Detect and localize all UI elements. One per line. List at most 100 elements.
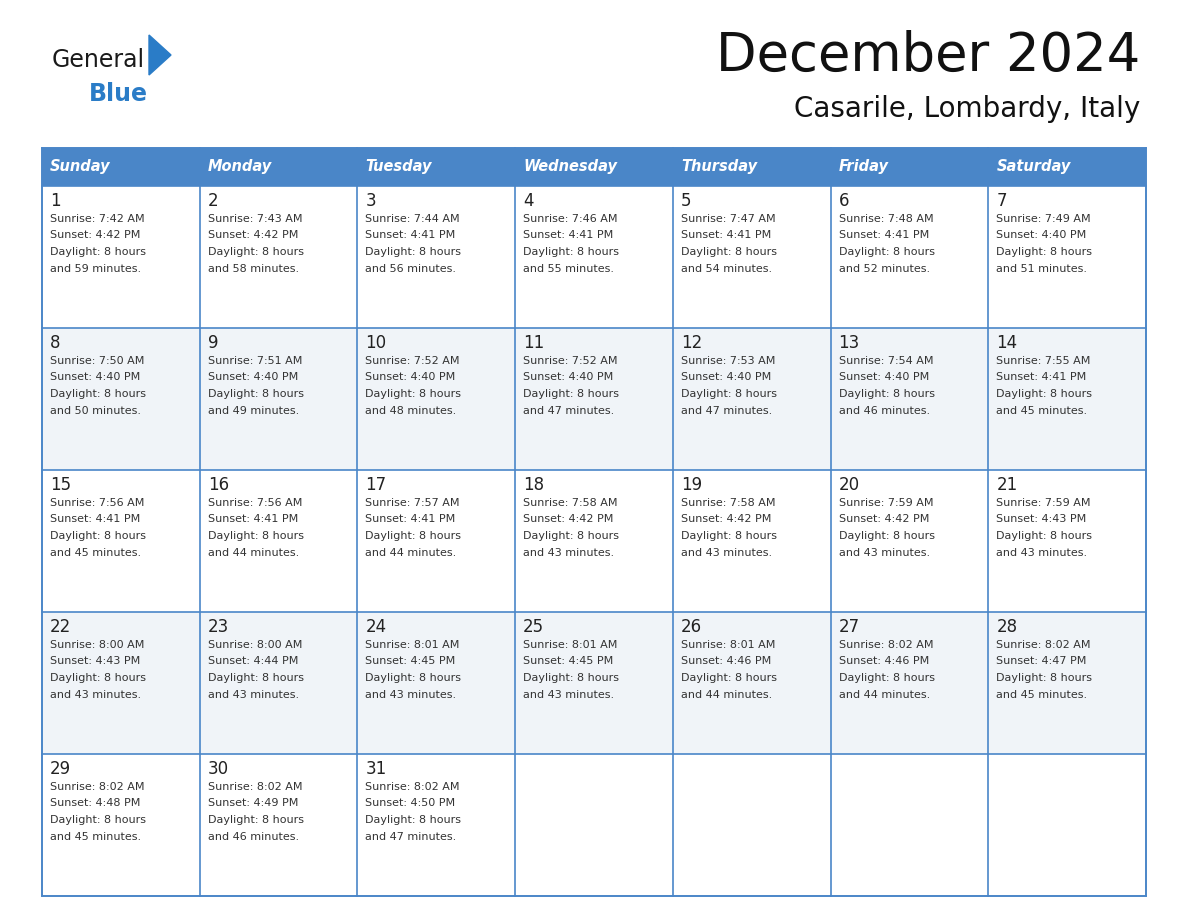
Text: 26: 26: [681, 618, 702, 636]
Text: 28: 28: [997, 618, 1017, 636]
Bar: [358, 612, 516, 754]
Text: Sunset: 4:47 PM: Sunset: 4:47 PM: [997, 656, 1087, 666]
Bar: [200, 328, 358, 470]
Text: Tuesday: Tuesday: [366, 160, 432, 174]
Text: 30: 30: [208, 760, 229, 778]
Bar: [358, 148, 516, 186]
Text: 18: 18: [523, 476, 544, 494]
Text: Sunrise: 7:47 AM: Sunrise: 7:47 AM: [681, 214, 776, 224]
Text: Sunset: 4:41 PM: Sunset: 4:41 PM: [366, 230, 456, 241]
Text: and 59 minutes.: and 59 minutes.: [50, 263, 141, 274]
Text: 2: 2: [208, 192, 219, 210]
Text: Sunset: 4:44 PM: Sunset: 4:44 PM: [208, 656, 298, 666]
Text: 6: 6: [839, 192, 849, 210]
Text: Daylight: 8 hours: Daylight: 8 hours: [208, 247, 304, 257]
Text: and 52 minutes.: and 52 minutes.: [839, 263, 930, 274]
Text: Daylight: 8 hours: Daylight: 8 hours: [50, 531, 146, 541]
Text: December 2024: December 2024: [715, 30, 1140, 82]
Text: Daylight: 8 hours: Daylight: 8 hours: [208, 673, 304, 683]
Bar: [988, 754, 1146, 896]
Text: Daylight: 8 hours: Daylight: 8 hours: [681, 531, 777, 541]
Text: Sunset: 4:40 PM: Sunset: 4:40 PM: [681, 373, 771, 383]
Text: and 43 minutes.: and 43 minutes.: [681, 547, 772, 557]
Bar: [830, 612, 988, 754]
Text: 20: 20: [839, 476, 860, 494]
Text: Sunrise: 7:51 AM: Sunrise: 7:51 AM: [208, 356, 302, 366]
Text: Sunset: 4:40 PM: Sunset: 4:40 PM: [208, 373, 298, 383]
Text: Monday: Monday: [208, 160, 272, 174]
Text: Sunset: 4:41 PM: Sunset: 4:41 PM: [523, 230, 613, 241]
Text: and 43 minutes.: and 43 minutes.: [366, 689, 456, 700]
Text: Wednesday: Wednesday: [523, 160, 617, 174]
Bar: [516, 754, 672, 896]
Text: and 58 minutes.: and 58 minutes.: [208, 263, 299, 274]
Text: Daylight: 8 hours: Daylight: 8 hours: [997, 531, 1092, 541]
Text: Sunset: 4:43 PM: Sunset: 4:43 PM: [997, 514, 1087, 524]
Text: Daylight: 8 hours: Daylight: 8 hours: [839, 389, 935, 399]
Text: Sunrise: 7:48 AM: Sunrise: 7:48 AM: [839, 214, 934, 224]
Text: Daylight: 8 hours: Daylight: 8 hours: [50, 247, 146, 257]
Text: and 44 minutes.: and 44 minutes.: [681, 689, 772, 700]
Text: and 54 minutes.: and 54 minutes.: [681, 263, 772, 274]
Bar: [42, 754, 200, 896]
Text: Sunrise: 7:43 AM: Sunrise: 7:43 AM: [208, 214, 302, 224]
Text: Sunset: 4:45 PM: Sunset: 4:45 PM: [366, 656, 456, 666]
Bar: [200, 470, 358, 612]
Text: Daylight: 8 hours: Daylight: 8 hours: [839, 531, 935, 541]
Text: 8: 8: [50, 334, 61, 352]
Bar: [42, 470, 200, 612]
Bar: [830, 148, 988, 186]
Text: Daylight: 8 hours: Daylight: 8 hours: [366, 673, 461, 683]
Text: Sunset: 4:48 PM: Sunset: 4:48 PM: [50, 799, 140, 809]
Text: Daylight: 8 hours: Daylight: 8 hours: [523, 673, 619, 683]
Bar: [42, 612, 200, 754]
Text: Sunrise: 7:59 AM: Sunrise: 7:59 AM: [839, 498, 933, 508]
Text: Daylight: 8 hours: Daylight: 8 hours: [523, 531, 619, 541]
Text: 29: 29: [50, 760, 71, 778]
Text: 12: 12: [681, 334, 702, 352]
Text: Sunrise: 7:44 AM: Sunrise: 7:44 AM: [366, 214, 460, 224]
Text: 24: 24: [366, 618, 386, 636]
Bar: [516, 612, 672, 754]
Text: 13: 13: [839, 334, 860, 352]
Text: Sunset: 4:41 PM: Sunset: 4:41 PM: [997, 373, 1087, 383]
Bar: [988, 328, 1146, 470]
Text: Daylight: 8 hours: Daylight: 8 hours: [997, 389, 1092, 399]
Text: and 44 minutes.: and 44 minutes.: [366, 547, 456, 557]
Bar: [672, 328, 830, 470]
Bar: [516, 186, 672, 328]
Text: and 43 minutes.: and 43 minutes.: [523, 547, 614, 557]
Text: Sunset: 4:41 PM: Sunset: 4:41 PM: [681, 230, 771, 241]
Bar: [200, 612, 358, 754]
Text: Sunrise: 8:02 AM: Sunrise: 8:02 AM: [50, 782, 145, 792]
Text: Sunset: 4:42 PM: Sunset: 4:42 PM: [523, 514, 613, 524]
Text: Daylight: 8 hours: Daylight: 8 hours: [366, 247, 461, 257]
Text: Sunrise: 7:52 AM: Sunrise: 7:52 AM: [366, 356, 460, 366]
Bar: [988, 612, 1146, 754]
Text: Daylight: 8 hours: Daylight: 8 hours: [208, 815, 304, 825]
Text: and 43 minutes.: and 43 minutes.: [208, 689, 299, 700]
Text: Sunrise: 7:56 AM: Sunrise: 7:56 AM: [208, 498, 302, 508]
Text: Sunset: 4:41 PM: Sunset: 4:41 PM: [839, 230, 929, 241]
Bar: [358, 470, 516, 612]
Text: Sunset: 4:40 PM: Sunset: 4:40 PM: [523, 373, 613, 383]
Text: Daylight: 8 hours: Daylight: 8 hours: [839, 247, 935, 257]
Bar: [358, 754, 516, 896]
Text: and 43 minutes.: and 43 minutes.: [523, 689, 614, 700]
Bar: [672, 612, 830, 754]
Text: 3: 3: [366, 192, 377, 210]
Text: Sunset: 4:49 PM: Sunset: 4:49 PM: [208, 799, 298, 809]
Text: and 45 minutes.: and 45 minutes.: [997, 406, 1087, 416]
Text: and 47 minutes.: and 47 minutes.: [523, 406, 614, 416]
Text: Sunrise: 8:02 AM: Sunrise: 8:02 AM: [997, 640, 1091, 650]
Bar: [516, 470, 672, 612]
Text: Blue: Blue: [89, 82, 148, 106]
Text: and 47 minutes.: and 47 minutes.: [681, 406, 772, 416]
Text: and 46 minutes.: and 46 minutes.: [839, 406, 930, 416]
Text: Sunset: 4:45 PM: Sunset: 4:45 PM: [523, 656, 613, 666]
Text: Sunrise: 7:55 AM: Sunrise: 7:55 AM: [997, 356, 1091, 366]
Text: Daylight: 8 hours: Daylight: 8 hours: [50, 815, 146, 825]
Text: Sunrise: 7:53 AM: Sunrise: 7:53 AM: [681, 356, 776, 366]
Text: Sunrise: 7:57 AM: Sunrise: 7:57 AM: [366, 498, 460, 508]
Text: 27: 27: [839, 618, 860, 636]
